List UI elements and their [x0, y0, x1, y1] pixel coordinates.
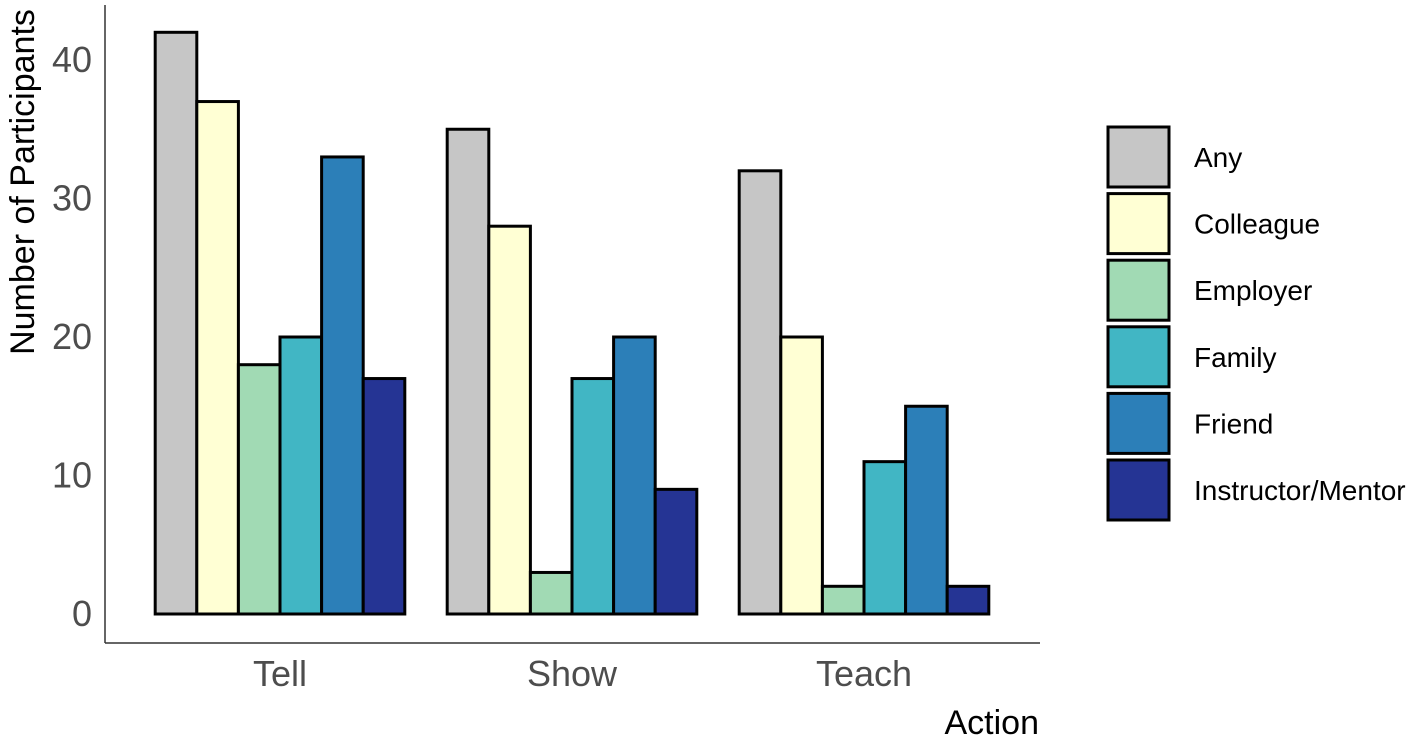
x-tick-label: Tell — [253, 653, 307, 694]
legend-key — [1106, 192, 1171, 256]
bar — [361, 377, 407, 616]
legend-label: Any — [1194, 142, 1242, 173]
y-tick-label: 40 — [52, 39, 92, 80]
bar — [570, 377, 616, 616]
legend-key — [1106, 458, 1171, 522]
legend: Any Colleague Employer Family Friend Instruct… — [1106, 125, 1406, 522]
bar — [862, 460, 908, 616]
y-axis-title: Number of Participants — [4, 9, 42, 355]
bar — [904, 404, 949, 616]
x-tick-label: Show — [527, 653, 618, 694]
legend-label: Instructor/Mentor — [1194, 475, 1406, 506]
legend-key — [1106, 391, 1171, 455]
legend-key — [1106, 325, 1171, 389]
legend-label: Friend — [1194, 408, 1273, 439]
bar — [528, 570, 574, 616]
y-tick-label: 30 — [52, 178, 92, 219]
legend-key — [1106, 125, 1171, 189]
axes — [104, 5, 1040, 644]
bar — [445, 127, 491, 616]
x-tick-labels: Tell Show Teach — [253, 653, 912, 694]
bar — [779, 335, 824, 616]
y-tick-label: 20 — [52, 316, 92, 357]
x-tick-label: Teach — [816, 653, 912, 694]
bar — [653, 487, 699, 616]
bar — [612, 335, 657, 616]
y-tick-label: 10 — [52, 455, 92, 496]
y-tick-labels: 0 10 20 30 40 — [52, 39, 92, 634]
legend-key — [1106, 258, 1171, 322]
bars — [153, 30, 991, 616]
legend-label: Family — [1194, 342, 1276, 373]
legend-label: Employer — [1194, 275, 1312, 306]
legend-label: Colleague — [1194, 209, 1320, 240]
bar — [278, 335, 324, 616]
x-axis-title: Action — [945, 704, 1040, 738]
bar — [195, 100, 240, 616]
y-tick-label: 0 — [72, 593, 92, 634]
bar — [153, 30, 199, 616]
bar — [737, 169, 783, 616]
bar — [487, 224, 532, 616]
bar — [236, 363, 282, 616]
bar — [820, 584, 866, 616]
bar — [320, 155, 365, 616]
bar — [945, 584, 991, 616]
